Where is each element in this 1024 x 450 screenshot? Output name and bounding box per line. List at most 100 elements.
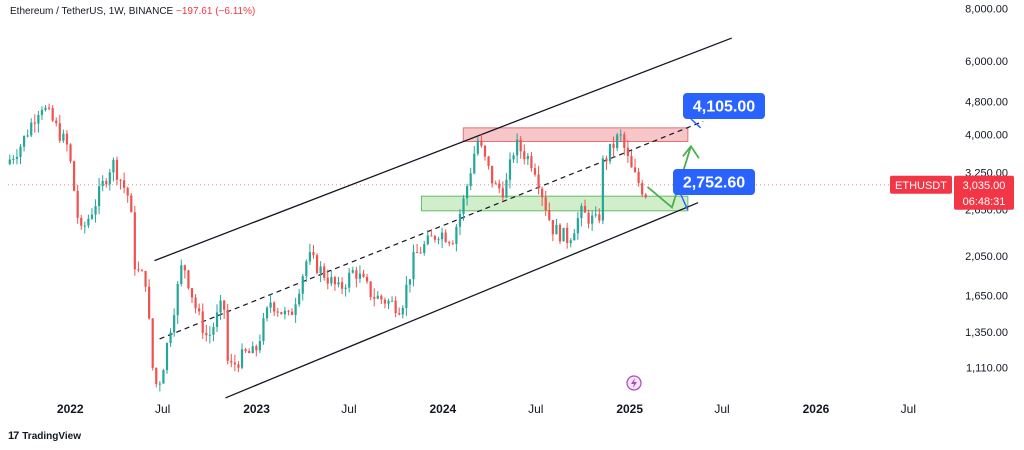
y-tick-label: 2,050.00: [965, 251, 1008, 263]
candle-body: [301, 276, 304, 294]
candle-body: [405, 284, 408, 308]
candle: [501, 181, 504, 202]
candle: [344, 284, 347, 297]
candle: [573, 228, 576, 241]
candle: [558, 223, 562, 245]
x-tick-label: 2026: [803, 402, 830, 416]
candle: [108, 168, 111, 191]
candle-body: [62, 133, 65, 141]
candle: [87, 214, 90, 228]
candle-body: [55, 120, 58, 124]
candle-body: [251, 346, 254, 354]
candle: [30, 118, 33, 138]
projection-path: [646, 146, 692, 209]
candle-body: [516, 139, 519, 156]
candle-body: [348, 272, 351, 288]
candle-body: [101, 180, 104, 187]
candle-body: [451, 243, 454, 245]
candle-body: [58, 123, 61, 141]
candle-body: [262, 318, 265, 342]
candle: [58, 114, 61, 143]
candle-body: [287, 310, 290, 312]
candle-body: [508, 159, 512, 180]
candle-body: [390, 300, 394, 302]
candle-body: [305, 261, 308, 277]
candle: [340, 277, 344, 295]
candle: [448, 240, 451, 247]
candle: [308, 243, 312, 266]
candle-body: [290, 311, 294, 315]
candle-body: [426, 235, 429, 245]
candle: [641, 179, 644, 197]
candle-body: [469, 173, 472, 187]
candle: [283, 306, 287, 320]
candle: [237, 361, 240, 373]
candle: [480, 134, 483, 148]
candle-body: [323, 266, 326, 278]
candle-body: [169, 332, 172, 344]
candle-body: [151, 318, 154, 368]
x-tick-label: Jul: [714, 402, 729, 416]
candle: [469, 167, 472, 191]
candle: [476, 136, 479, 156]
candle: [290, 308, 294, 316]
candle: [76, 184, 79, 224]
candle-body: [187, 270, 190, 289]
candle: [569, 237, 572, 248]
candle-body: [105, 180, 108, 185]
candle: [312, 244, 315, 259]
candle-body: [176, 283, 179, 316]
candle: [608, 143, 612, 165]
candle-body: [558, 224, 562, 242]
candle-body: [333, 277, 337, 285]
lightning-icon-bolt: [631, 378, 637, 388]
brand-footer[interactable]: 17 TradingView: [8, 430, 81, 442]
candle: [623, 131, 626, 156]
candle-body: [237, 364, 240, 368]
candle: [326, 269, 329, 290]
candle-body: [573, 233, 576, 241]
candle: [630, 150, 633, 168]
candle: [605, 155, 608, 170]
candle: [373, 288, 376, 307]
candle: [580, 203, 583, 227]
candle: [576, 211, 579, 240]
candle: [458, 209, 462, 236]
candle: [151, 317, 154, 371]
callout-pointer: [690, 118, 702, 129]
candle-body: [562, 227, 565, 242]
channel-lines: [154, 37, 732, 399]
candle-body: [616, 134, 619, 149]
support-callout: 2,752.60: [673, 169, 755, 211]
candle: [591, 210, 594, 231]
candle: [562, 227, 565, 242]
candle-body: [362, 273, 365, 277]
candle-body: [330, 277, 333, 284]
candle: [398, 307, 401, 316]
candle-body: [123, 180, 126, 188]
candle-body: [351, 270, 354, 273]
candle-body: [415, 252, 419, 254]
candle: [315, 253, 319, 275]
candle-body: [644, 194, 647, 198]
candle: [333, 275, 337, 291]
candle: [433, 234, 437, 243]
candle: [126, 186, 129, 203]
candle-body: [583, 205, 587, 213]
candle: [33, 114, 36, 133]
candle-body: [294, 304, 297, 315]
candle-body: [190, 288, 194, 298]
candle-body: [537, 174, 540, 189]
candle-body: [412, 252, 415, 280]
candle-body: [637, 171, 640, 184]
candle-body: [233, 362, 236, 365]
candle-body: [398, 313, 401, 315]
candle: [230, 353, 233, 368]
candle-body: [473, 153, 476, 174]
candle-body: [476, 140, 479, 154]
y-tick-label: 4,800.00: [965, 96, 1008, 108]
candle-body: [448, 242, 451, 244]
candle: [298, 288, 301, 307]
candle: [401, 305, 404, 319]
